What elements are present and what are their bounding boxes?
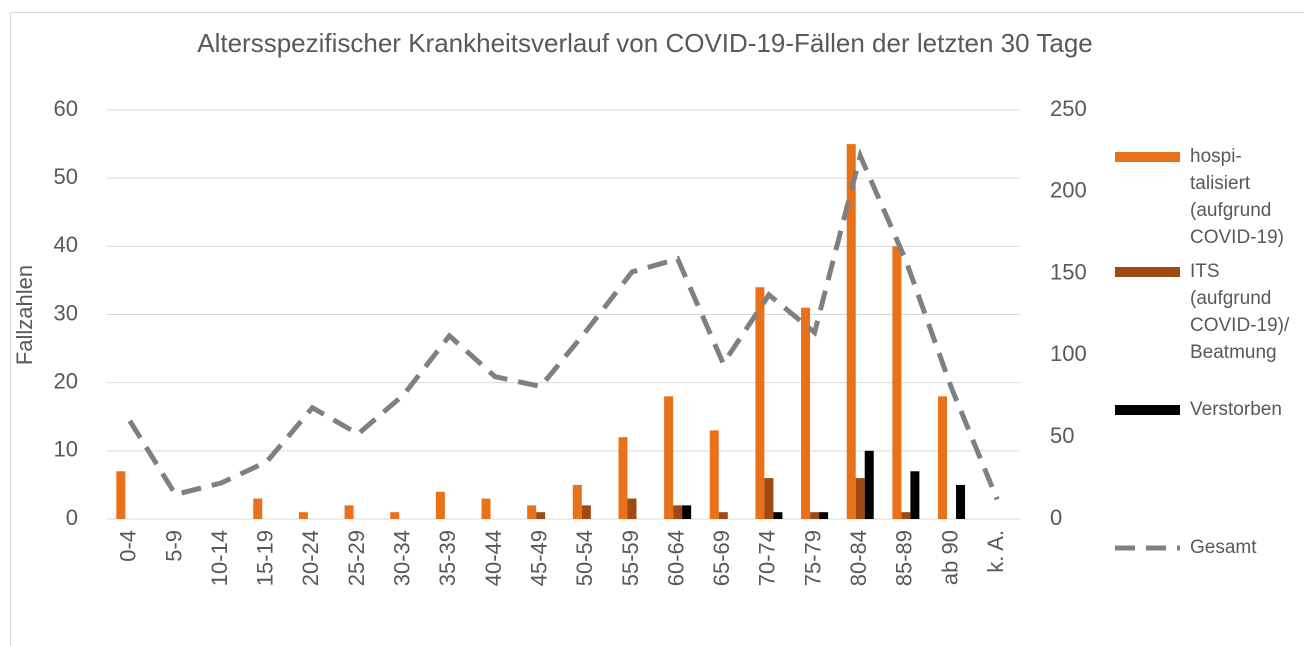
legend-label: hospi-talisiert (aufgrund COVID-19) bbox=[1190, 146, 1284, 248]
bar bbox=[298, 512, 308, 519]
bar bbox=[116, 471, 126, 519]
bar bbox=[572, 484, 582, 519]
bar bbox=[527, 505, 537, 519]
x-tick-label: 50-54 bbox=[572, 530, 597, 586]
bar bbox=[755, 287, 765, 519]
bar bbox=[709, 430, 719, 519]
y2-tick-label: 0 bbox=[1050, 505, 1062, 530]
bar bbox=[581, 505, 591, 519]
y-tick-label: 10 bbox=[54, 437, 78, 462]
bar bbox=[618, 437, 628, 519]
x-tick-label: 85-89 bbox=[892, 530, 917, 586]
bar bbox=[855, 478, 865, 519]
bar bbox=[901, 512, 911, 519]
bar bbox=[956, 484, 966, 519]
chart-title: Altersspezifischer Krankheitsverlauf von… bbox=[197, 28, 1093, 58]
bar bbox=[810, 512, 820, 519]
y-tick-label: 20 bbox=[54, 368, 78, 393]
x-tick-label: 10-14 bbox=[207, 530, 232, 586]
bar bbox=[846, 144, 856, 520]
bar bbox=[253, 498, 263, 519]
bar bbox=[864, 450, 874, 519]
y-axis-label: Fallzahlen bbox=[12, 265, 37, 365]
x-tick-label: 5-9 bbox=[161, 530, 186, 562]
legend-swatch bbox=[1115, 152, 1180, 162]
y2-tick-label: 50 bbox=[1050, 423, 1074, 448]
bar bbox=[764, 478, 774, 519]
bar bbox=[819, 512, 829, 519]
x-tick-label: 40-44 bbox=[481, 530, 506, 586]
y-tick-label: 40 bbox=[54, 232, 78, 257]
legend-label: Verstorben bbox=[1190, 399, 1282, 420]
legend-label: ITS (aufgrund COVID-19)/Beatmung bbox=[1190, 261, 1290, 363]
y2-tick-label: 100 bbox=[1050, 341, 1087, 366]
x-tick-label: 55-59 bbox=[618, 530, 643, 586]
bar bbox=[627, 498, 637, 519]
x-tick-label: 80-84 bbox=[846, 530, 871, 586]
y2-tick-label: 150 bbox=[1050, 259, 1087, 284]
bar bbox=[344, 505, 354, 519]
legend-label: Gesamt bbox=[1190, 537, 1257, 558]
x-tick-label: 60-64 bbox=[663, 530, 688, 586]
legend-swatch bbox=[1115, 405, 1180, 415]
x-tick-label: 15-19 bbox=[253, 530, 278, 586]
bar bbox=[481, 498, 491, 519]
y-tick-label: 0 bbox=[66, 505, 78, 530]
x-tick-label: 45-49 bbox=[526, 530, 551, 586]
x-tick-label: 20-24 bbox=[298, 530, 323, 586]
x-tick-label: 25-29 bbox=[344, 530, 369, 586]
chart-frame bbox=[10, 12, 1304, 646]
bar bbox=[390, 512, 400, 519]
bar bbox=[536, 512, 546, 519]
bar bbox=[673, 505, 683, 519]
bar bbox=[682, 505, 692, 519]
bar bbox=[892, 246, 902, 520]
y2-tick-label: 250 bbox=[1050, 96, 1087, 121]
y2-tick-label: 200 bbox=[1050, 178, 1087, 203]
bar bbox=[801, 307, 811, 519]
x-tick-label: 0-4 bbox=[116, 530, 141, 562]
x-tick-label: 35-39 bbox=[435, 530, 460, 586]
bar bbox=[938, 396, 948, 519]
x-tick-label: 65-69 bbox=[709, 530, 734, 586]
line bbox=[127, 148, 1000, 501]
y-tick-label: 50 bbox=[54, 164, 78, 189]
legend-swatch bbox=[1115, 267, 1180, 277]
x-tick-label: 75-79 bbox=[800, 530, 825, 586]
bar bbox=[910, 471, 920, 519]
y-tick-label: 60 bbox=[54, 96, 78, 121]
y-tick-label: 30 bbox=[54, 300, 78, 325]
x-tick-label: 30-34 bbox=[390, 530, 415, 586]
bar bbox=[718, 512, 728, 519]
bar bbox=[435, 491, 445, 519]
x-tick-label: ab 90 bbox=[937, 530, 962, 585]
bar bbox=[664, 396, 674, 519]
x-tick-label: k. A. bbox=[983, 530, 1008, 573]
x-tick-label: 70-74 bbox=[755, 530, 780, 586]
bar bbox=[773, 512, 783, 519]
